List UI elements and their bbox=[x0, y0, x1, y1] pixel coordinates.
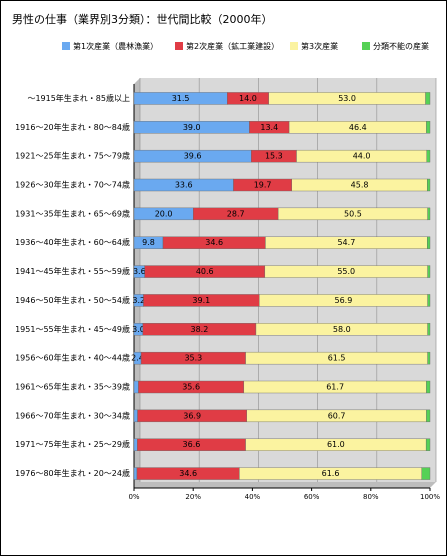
data-label: 15.3 bbox=[265, 152, 283, 161]
data-label: 44.0 bbox=[353, 152, 371, 161]
bar-segment bbox=[133, 467, 138, 480]
data-label: 61.0 bbox=[327, 440, 345, 449]
data-label: 55.0 bbox=[337, 267, 355, 276]
data-label: 3.6 bbox=[133, 267, 146, 276]
y-tick-label: 1941～45年生まれ・55～59歳 bbox=[15, 266, 130, 276]
bar-segment bbox=[427, 294, 431, 307]
data-label: 14.0 bbox=[239, 94, 257, 103]
bar-segment bbox=[133, 409, 138, 423]
data-label: 50.5 bbox=[344, 209, 362, 218]
bar-segment bbox=[427, 265, 431, 278]
data-label: 53.0 bbox=[338, 94, 356, 103]
y-tick-label: 1971～75年生まれ・25～29歳 bbox=[15, 439, 130, 449]
y-tick-label: 1946～50年生まれ・50～54歳 bbox=[15, 295, 130, 305]
x-tick-label: 80% bbox=[363, 493, 379, 501]
data-label: 39.1 bbox=[192, 296, 210, 305]
data-label: 35.3 bbox=[184, 354, 202, 363]
data-label: 61.5 bbox=[328, 354, 346, 363]
bar-segment bbox=[426, 121, 431, 134]
data-label: 46.4 bbox=[349, 123, 367, 132]
bar-segment bbox=[427, 178, 431, 192]
data-label: 56.9 bbox=[335, 296, 353, 305]
data-label: 3.0 bbox=[132, 325, 145, 334]
data-label: 33.6 bbox=[175, 181, 193, 190]
legend-swatch bbox=[175, 42, 183, 50]
bar-segment bbox=[425, 92, 431, 105]
bar-segment bbox=[426, 149, 431, 163]
data-label: 60.7 bbox=[328, 411, 346, 420]
data-label: 36.9 bbox=[183, 411, 201, 420]
data-label: 45.8 bbox=[351, 181, 369, 190]
data-label: 2.4 bbox=[131, 354, 144, 363]
data-label: 35.6 bbox=[182, 383, 200, 392]
data-label: 39.6 bbox=[184, 152, 202, 161]
x-tick-label: 60% bbox=[304, 493, 320, 501]
legend-swatch bbox=[62, 42, 70, 50]
legend-swatch bbox=[290, 42, 298, 50]
data-label: 38.2 bbox=[191, 325, 209, 334]
x-tick-label: 100% bbox=[420, 493, 440, 501]
y-tick-label: 1926～30年生まれ・70～74歳 bbox=[15, 180, 130, 190]
y-tick-label: 1976～80年生まれ・20～24歳 bbox=[15, 468, 130, 478]
x-tick-label: 20% bbox=[185, 493, 201, 501]
bar-segment bbox=[427, 236, 431, 249]
y-tick-label: 1931～35年生まれ・65～69歳 bbox=[15, 208, 130, 218]
data-label: 61.7 bbox=[326, 383, 344, 392]
bar-segment bbox=[426, 409, 431, 423]
legend-label: 第1次産業（農林漁業） bbox=[73, 41, 158, 51]
x-tick-label: 0% bbox=[128, 493, 139, 501]
data-label: 28.7 bbox=[227, 209, 245, 218]
data-label: 39.0 bbox=[183, 123, 201, 132]
bar-segment bbox=[427, 207, 431, 221]
data-label: 58.0 bbox=[333, 325, 351, 334]
chart-title: 男性の仕事（業界別3分類）：世代間比較（2000年） bbox=[12, 12, 273, 26]
data-label: 9.8 bbox=[142, 238, 155, 247]
y-tick-label: 1951～55年生まれ・45～49歳 bbox=[15, 324, 130, 334]
x-tick-label: 40% bbox=[245, 493, 261, 501]
data-label: 19.7 bbox=[254, 181, 272, 190]
legend-swatch bbox=[362, 42, 370, 50]
data-label: 61.6 bbox=[322, 469, 340, 478]
legend-label: 第2次産業（鉱工業建設） bbox=[186, 41, 279, 51]
y-tick-label: 1961～65年生まれ・35～39歳 bbox=[15, 382, 130, 392]
data-label: 3.2 bbox=[132, 296, 145, 305]
legend-label: 分類不能の産業 bbox=[373, 41, 429, 51]
data-label: 20.0 bbox=[155, 209, 173, 218]
y-tick-label: ～1915年生まれ・85歳以上 bbox=[27, 93, 130, 103]
data-label: 40.6 bbox=[196, 267, 214, 276]
y-tick-label: 1936～40年生まれ・60～64歳 bbox=[15, 237, 130, 247]
data-label: 34.6 bbox=[205, 238, 223, 247]
data-label: 34.6 bbox=[179, 469, 197, 478]
data-label: 36.6 bbox=[183, 440, 201, 449]
y-tick-label: 1966～70年生まれ・30～34歳 bbox=[15, 410, 130, 420]
data-label: 31.5 bbox=[172, 94, 190, 103]
data-label: 13.4 bbox=[260, 123, 278, 132]
y-tick-label: 1916～20年生まれ・80～84歳 bbox=[15, 122, 130, 132]
legend-label: 第3次産業 bbox=[301, 41, 338, 51]
bar-segment bbox=[133, 438, 138, 451]
data-label: 54.7 bbox=[337, 238, 355, 247]
bar-segment bbox=[427, 351, 431, 365]
y-tick-label: 1921～25年生まれ・75～79歳 bbox=[15, 151, 130, 161]
bar-segment bbox=[133, 380, 139, 394]
bar-segment bbox=[426, 380, 431, 394]
y-tick-label: 1956～60年生まれ・40～44歳 bbox=[15, 353, 130, 363]
bar-segment bbox=[425, 438, 431, 451]
bar-segment bbox=[427, 323, 431, 336]
bar-segment bbox=[421, 467, 431, 480]
